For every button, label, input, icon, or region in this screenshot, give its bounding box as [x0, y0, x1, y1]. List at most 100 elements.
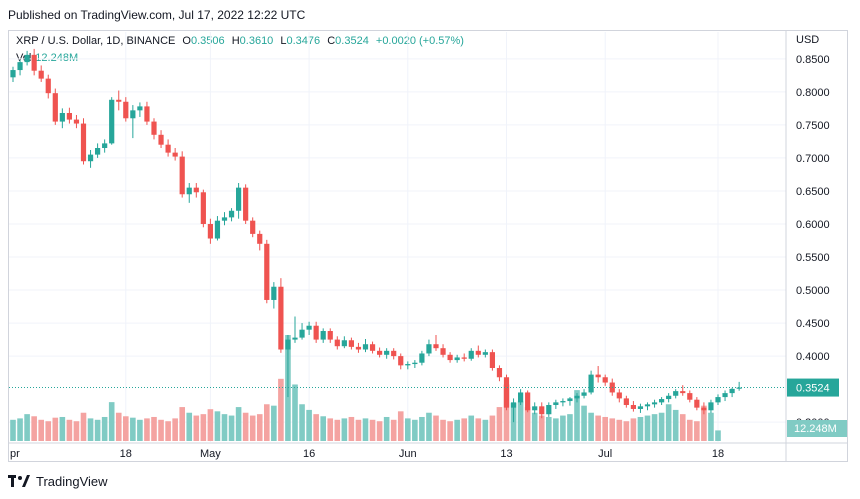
candle-body — [250, 220, 256, 234]
candle-body — [729, 388, 735, 394]
volume-bar — [306, 409, 312, 441]
currency-label: USD — [796, 34, 819, 46]
candle-body — [694, 399, 700, 408]
volume-bar — [101, 416, 108, 441]
candle-body — [708, 402, 714, 411]
candle-body — [214, 220, 221, 239]
candle-body — [666, 395, 672, 400]
last-price-tag — [787, 378, 839, 397]
volume-bar — [390, 419, 397, 441]
candle-body — [80, 123, 87, 162]
candle-body — [419, 353, 425, 363]
volume-bar — [383, 416, 390, 441]
candle-body — [10, 70, 16, 78]
volume-bar — [630, 418, 637, 441]
candle-body — [581, 392, 587, 396]
volume-bar — [320, 416, 326, 441]
candle-body — [24, 54, 30, 63]
candle-body — [391, 350, 397, 357]
volume-bar — [228, 415, 235, 441]
last-volume-tag — [787, 420, 847, 437]
candle-body — [722, 393, 728, 398]
volume-bar — [701, 405, 707, 441]
volume-bar — [574, 390, 580, 441]
volume-bar — [327, 418, 334, 441]
volume-bar — [52, 417, 59, 441]
volume-bar — [475, 418, 482, 441]
volume-bar — [299, 404, 305, 441]
candle-body — [59, 112, 65, 122]
candle-body — [327, 331, 333, 340]
close-value: 0.3524 — [335, 35, 369, 47]
volume-bar — [482, 419, 489, 441]
volume-bar — [672, 409, 679, 441]
price-tick-label: 0.7000 — [796, 153, 830, 165]
volume-bar — [256, 414, 263, 441]
volume-bar — [658, 412, 665, 441]
volume-bar — [137, 419, 143, 441]
candle-body — [503, 377, 510, 408]
volume-bar — [144, 418, 150, 441]
open-value: 0.3506 — [190, 35, 225, 47]
volume-bar — [694, 421, 700, 441]
volume-bar — [644, 415, 651, 441]
candle-body — [461, 357, 467, 359]
candle-body — [52, 93, 58, 122]
candle-body — [482, 352, 488, 355]
candle-body — [144, 106, 150, 122]
volume-bar — [172, 418, 178, 441]
volume-bar — [531, 412, 538, 441]
candle-body — [532, 406, 538, 411]
volume-bar — [87, 418, 94, 441]
candle-body — [73, 119, 80, 124]
volume-bar — [207, 409, 214, 441]
candle-body — [398, 356, 404, 366]
candle-body — [489, 352, 495, 369]
volume-bar — [235, 407, 242, 441]
volume-bar — [461, 418, 467, 441]
volume-bar — [66, 419, 73, 441]
candle-body — [200, 192, 206, 224]
candle-body — [602, 377, 608, 383]
tradingview-logo-icon — [8, 474, 30, 487]
volume-bar — [38, 419, 44, 441]
candle-body — [45, 78, 51, 94]
volume-bar — [616, 419, 623, 441]
volume-bar — [214, 411, 221, 441]
volume-bar — [179, 407, 185, 441]
price-tick-label: 0.6000 — [796, 219, 830, 231]
volume-bar — [553, 418, 559, 441]
volume-bar — [31, 416, 37, 441]
candle-body — [271, 286, 277, 300]
candle-body — [334, 339, 340, 347]
volume-bar — [546, 416, 552, 441]
volume-bar — [45, 421, 52, 441]
volume-bar — [115, 412, 122, 441]
symbol-title[interactable]: XRP / U.S. Dollar, 1D, BINANCE — [16, 35, 176, 47]
volume-bar — [242, 412, 249, 441]
candle-body — [510, 402, 517, 408]
footer-brand-name[interactable]: TradingView — [36, 474, 108, 489]
volume-bar — [447, 421, 453, 441]
volume-bar — [637, 416, 644, 441]
candle-body — [130, 110, 136, 119]
high-value: 0.3610 — [239, 35, 274, 47]
time-tick-label: 13 — [500, 448, 512, 460]
time-tick-label: 18 — [712, 448, 724, 460]
candle-body — [447, 354, 453, 361]
time-tick-label: Jun — [399, 448, 417, 460]
candle-body — [384, 350, 390, 355]
volume-bar — [708, 412, 714, 441]
candle-body — [87, 154, 94, 162]
volume-bar — [165, 421, 171, 441]
candle-body — [687, 393, 693, 400]
volume-bar — [369, 419, 376, 441]
candle-body — [257, 233, 263, 244]
candle-body — [292, 337, 298, 340]
price-tick-label: 0.4000 — [796, 351, 830, 363]
volume-bar — [503, 384, 510, 441]
candle-body — [701, 407, 707, 411]
candle-body — [278, 286, 284, 350]
candle-body — [207, 223, 213, 239]
